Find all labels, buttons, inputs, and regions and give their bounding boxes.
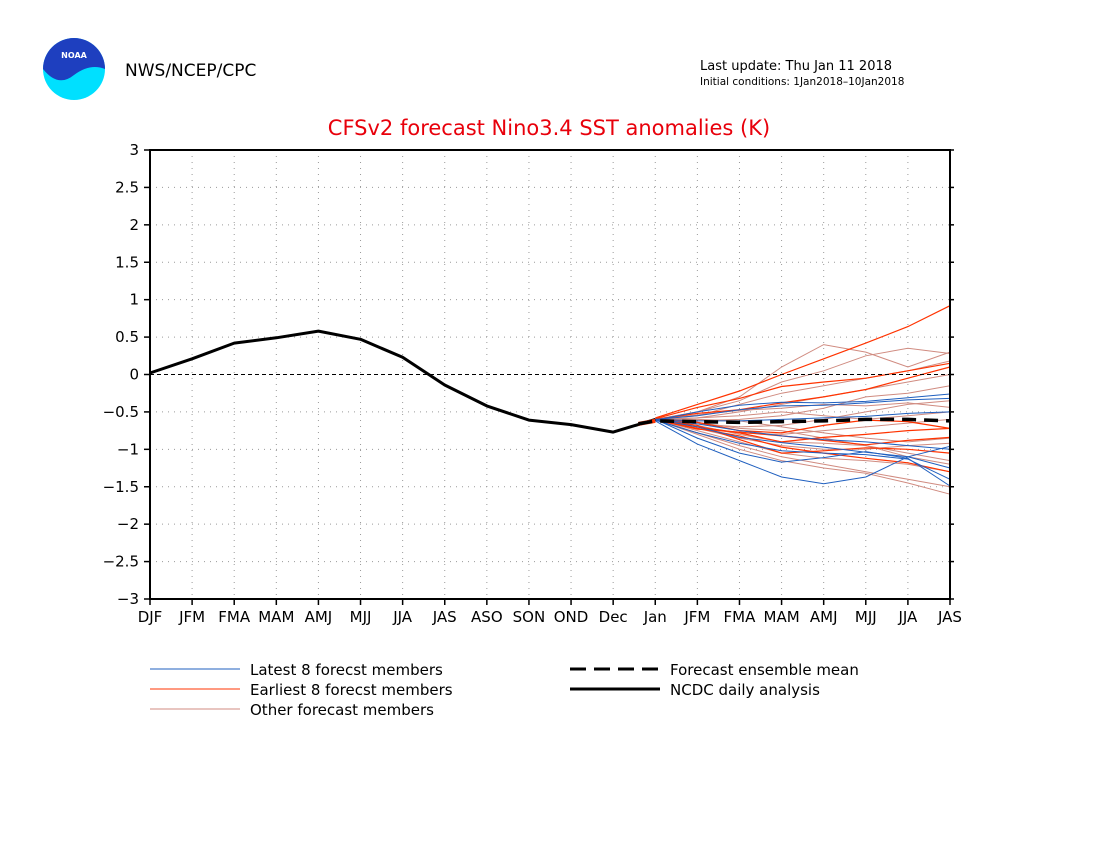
latest-member-line	[655, 418, 951, 487]
y-axis: 3 2.5 2 1.5 1 0.5 0 −0.5 −1 −1.5 −2 −2.5 −3	[103, 141, 954, 608]
x-tick-label: Jan	[643, 608, 667, 626]
y-tick-label: 3	[129, 141, 139, 159]
initial-conditions-label: Initial conditions: 1Jan2018–10Jan2018	[700, 76, 904, 88]
legend: Latest 8 forecst members Earliest 8 fore…	[150, 661, 859, 719]
noaa-logo: NOAA	[43, 38, 105, 100]
grid	[150, 150, 950, 599]
x-tick-label: SON	[513, 608, 546, 626]
y-tick-label: −1	[117, 440, 139, 458]
x-tick-label: MAM	[764, 608, 800, 626]
x-tick-label: MJJ	[350, 608, 372, 626]
latest-members	[655, 393, 951, 487]
last-update-label: Last update: Thu Jan 11 2018	[700, 59, 892, 74]
earliest-member-line	[655, 366, 951, 420]
x-tick-label: OND	[554, 608, 589, 626]
earliest-member-line	[655, 362, 951, 420]
other-member-line	[655, 347, 951, 420]
legend-other-label: Other forecast members	[250, 701, 434, 719]
other-member-line	[655, 402, 951, 420]
y-tick-label: 1.5	[115, 253, 139, 271]
y-tick-label: 1	[129, 291, 139, 309]
earliest-member-line	[655, 418, 951, 434]
x-tick-label: DJF	[138, 608, 163, 626]
mean-group	[638, 417, 951, 426]
x-axis: DJF JFM FMA MAM AMJ MJJ JJA JAS ASO SON OND Dec Jan J…	[138, 599, 962, 626]
y-tick-label: 0.5	[115, 328, 139, 346]
y-tick-label: −2.5	[103, 553, 139, 571]
analysis-group	[149, 329, 656, 434]
x-tick-label: AMJ	[305, 608, 333, 626]
chart-title: CFSv2 forecast Nino3.4 SST anomalies (K)	[328, 116, 770, 140]
earliest-members	[655, 305, 951, 473]
ensemble-mean-line	[638, 417, 951, 426]
x-tick-label: JFM	[683, 608, 710, 626]
y-tick-label: 2.5	[115, 178, 139, 196]
x-tick-label: JAS	[937, 608, 962, 626]
x-tick-label: JJA	[897, 608, 918, 626]
x-tick-label: MAM	[258, 608, 294, 626]
x-tick-label: AMJ	[810, 608, 838, 626]
x-tick-label: JAS	[432, 608, 457, 626]
earliest-member-line	[655, 305, 951, 419]
legend-latest-label: Latest 8 forecst members	[250, 661, 443, 679]
analysis-line	[149, 329, 656, 434]
y-tick-label: −2	[117, 515, 139, 533]
logo-text: NOAA	[61, 51, 87, 60]
other-member-line	[655, 344, 951, 420]
other-member-line	[655, 418, 951, 495]
x-tick-label: JJA	[392, 608, 413, 626]
logo-wave-shape	[43, 38, 105, 81]
latest-member-line	[655, 397, 951, 420]
other-member-line	[655, 418, 951, 462]
latest-member-line	[655, 420, 951, 485]
y-tick-label: 0	[129, 366, 139, 384]
legend-analysis-label: NCDC daily analysis	[670, 681, 820, 699]
agency-label: NWS/NCEP/CPC	[125, 61, 256, 81]
other-member-line	[655, 418, 951, 473]
latest-member-line	[655, 418, 951, 469]
x-tick-label: JFM	[178, 608, 205, 626]
legend-mean-label: Forecast ensemble mean	[670, 661, 859, 679]
legend-earliest-label: Earliest 8 forecst members	[250, 681, 453, 699]
x-tick-label: MJJ	[855, 608, 877, 626]
latest-member-line	[655, 418, 951, 450]
latest-member-line	[655, 393, 951, 421]
x-tick-label: Dec	[599, 608, 628, 626]
y-tick-label: −0.5	[103, 403, 139, 421]
x-tick-label: FMA	[218, 608, 251, 626]
x-tick-label: ASO	[471, 608, 503, 626]
other-member-line	[655, 411, 951, 420]
y-tick-label: 2	[129, 216, 139, 234]
y-tick-label: −3	[117, 590, 139, 608]
y-tick-label: −1.5	[103, 478, 139, 496]
other-member-line	[655, 374, 951, 420]
x-tick-label: FMA	[724, 608, 757, 626]
latest-member-line	[655, 419, 951, 480]
